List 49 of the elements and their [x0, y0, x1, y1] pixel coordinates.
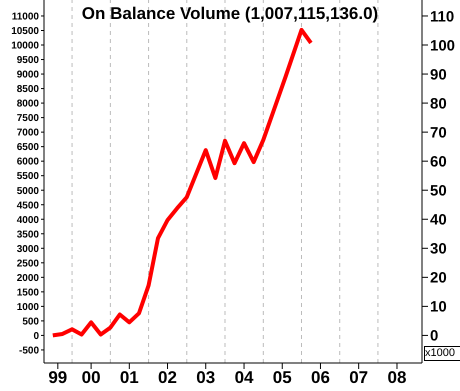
- y-tick-label: 6500: [16, 142, 40, 154]
- x-tick-label: 04: [234, 368, 254, 388]
- y2-tick-label: 40: [430, 212, 447, 229]
- y-tick-label: 0: [33, 330, 40, 342]
- y-tick-label: 1000: [16, 302, 40, 313]
- chart-title: On Balance Volume (1,007,115,136.0): [80, 4, 380, 24]
- y-tick-label: 9000: [16, 70, 40, 81]
- y2-tick-label: 70: [430, 124, 447, 142]
- y2-tick-label: 90: [430, 66, 447, 84]
- y-tick-label: 10000: [11, 40, 40, 52]
- y-tick-label: 5500: [16, 171, 40, 182]
- y-tick-label: 7000: [16, 128, 40, 139]
- x-tick-label: 00: [82, 368, 101, 388]
- y-tick-label: 5000: [16, 186, 40, 197]
- x-tick-label: 02: [158, 368, 177, 388]
- y-tick-label: 500: [22, 316, 40, 328]
- y2-tick-label: 10: [430, 298, 447, 316]
- x-tick-label: 05: [272, 368, 292, 388]
- y2-tick-label: 50: [430, 182, 447, 200]
- y2-tick-label: 80: [430, 95, 447, 112]
- y2-tick-label: 30: [430, 240, 447, 258]
- y-tick-label: 6000: [16, 156, 40, 168]
- y2-tick-label: 20: [430, 270, 447, 287]
- y-tick-label: -500: [18, 345, 40, 356]
- y-tick-label: 8500: [16, 84, 40, 96]
- y-tick-label: 4500: [16, 200, 40, 212]
- y-tick-label: 3500: [16, 229, 40, 240]
- y2-tick-label: 110: [430, 8, 454, 26]
- y-tick-label: 2500: [16, 258, 40, 270]
- y-tick-label: 3000: [16, 244, 40, 255]
- y-tick-label: 9500: [16, 55, 40, 66]
- y-tick-label: 2000: [16, 272, 40, 284]
- x-tick-label: 99: [48, 368, 68, 388]
- y-tick-label: 7500: [16, 113, 40, 124]
- y-tick-label: 4000: [16, 214, 40, 226]
- x-tick-label: 07: [349, 368, 368, 388]
- x-tick-label: 01: [120, 368, 139, 388]
- y2-tick-label: 60: [430, 153, 447, 170]
- y-tick-label: 10500: [11, 26, 40, 38]
- y2-tick-label: 100: [430, 37, 456, 54]
- y2-tick-label: 0: [430, 328, 438, 345]
- y2-axis-title: x1000: [424, 346, 460, 361]
- x-tick-label: 08: [388, 368, 406, 388]
- y-tick-label: 1500: [16, 287, 40, 298]
- x-tick-label: 03: [196, 368, 216, 388]
- y-tick-label: 8000: [16, 98, 40, 110]
- x-tick-label: 06: [311, 368, 330, 388]
- y-tick-label: 11000: [12, 12, 40, 23]
- line-series: [50, 28, 313, 338]
